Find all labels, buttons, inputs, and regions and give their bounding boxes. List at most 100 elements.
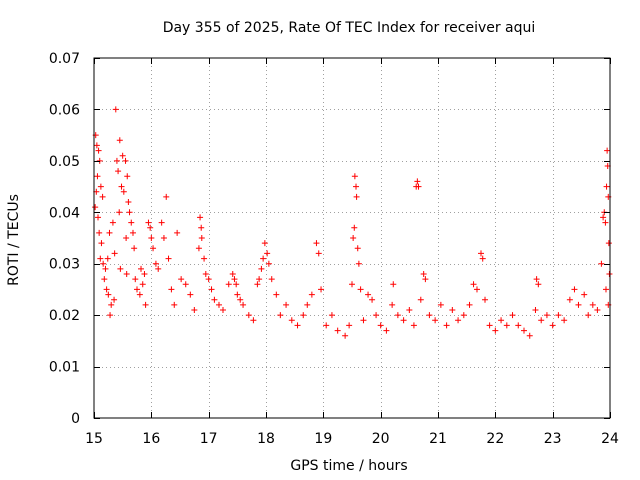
data-point-marker bbox=[268, 276, 275, 283]
x-tick-label: 19 bbox=[314, 431, 332, 447]
data-point-marker bbox=[417, 296, 424, 303]
data-point-marker bbox=[349, 281, 355, 288]
data-point-marker bbox=[205, 276, 212, 283]
y-tick-label: 0.07 bbox=[49, 51, 80, 67]
data-point-marker bbox=[102, 265, 109, 272]
data-point-marker bbox=[566, 296, 573, 303]
data-point-marker bbox=[96, 157, 103, 164]
data-point-marker bbox=[543, 312, 550, 319]
x-tick-label: 16 bbox=[142, 431, 160, 447]
data-point-marker bbox=[357, 286, 364, 293]
data-point-marker bbox=[117, 265, 124, 272]
data-point-marker bbox=[300, 312, 307, 319]
data-point-marker bbox=[123, 235, 130, 241]
data-point-marker bbox=[165, 255, 172, 262]
data-point-marker bbox=[473, 286, 480, 293]
data-point-marker bbox=[350, 235, 357, 241]
data-point-marker bbox=[225, 281, 232, 288]
data-point-marker bbox=[389, 301, 396, 308]
data-point-marker bbox=[466, 301, 473, 308]
data-point-marker bbox=[353, 183, 360, 190]
data-point-marker bbox=[116, 209, 123, 216]
data-point-marker bbox=[526, 332, 533, 339]
y-tick-label: 0.02 bbox=[49, 308, 80, 324]
data-point-marker bbox=[273, 291, 280, 298]
data-point-marker bbox=[254, 281, 261, 288]
data-point-marker bbox=[460, 312, 467, 319]
data-point-marker bbox=[400, 317, 407, 324]
data-point-marker bbox=[498, 317, 505, 324]
data-point-marker bbox=[600, 214, 607, 221]
data-point-marker bbox=[437, 301, 444, 308]
data-point-marker bbox=[455, 317, 462, 324]
data-point-marker bbox=[315, 250, 322, 257]
data-point-marker bbox=[369, 296, 376, 303]
data-point-marker bbox=[277, 312, 284, 319]
data-point-marker bbox=[258, 265, 265, 272]
data-point-marker bbox=[594, 307, 601, 313]
data-point-marker bbox=[147, 224, 154, 231]
data-point-marker bbox=[115, 168, 122, 175]
data-point-marker bbox=[373, 312, 380, 319]
data-point-marker bbox=[122, 157, 129, 164]
y-tick-label: 0.03 bbox=[49, 257, 80, 273]
data-point-marker bbox=[509, 312, 516, 319]
data-point-marker bbox=[142, 301, 149, 308]
data-point-marker bbox=[109, 219, 116, 226]
data-point-marker bbox=[377, 322, 384, 329]
data-point-marker bbox=[152, 260, 159, 267]
data-point-marker bbox=[432, 317, 439, 324]
x-tick-label: 24 bbox=[601, 431, 619, 447]
data-point-marker bbox=[182, 281, 189, 288]
data-point-marker bbox=[108, 301, 115, 308]
data-point-marker bbox=[406, 307, 413, 313]
data-point-marker bbox=[163, 193, 170, 200]
data-point-marker bbox=[96, 229, 103, 236]
data-point-marker bbox=[98, 240, 105, 247]
data-point-marker bbox=[229, 271, 236, 277]
data-point-marker bbox=[602, 219, 609, 226]
data-point-marker bbox=[443, 322, 450, 329]
data-point-marker bbox=[308, 291, 315, 298]
data-point-marker bbox=[118, 183, 125, 190]
data-point-marker bbox=[589, 301, 596, 308]
data-point-marker bbox=[415, 183, 422, 190]
x-tick-label: 20 bbox=[372, 431, 390, 447]
x-tick-label: 23 bbox=[544, 431, 562, 447]
data-point-marker bbox=[138, 265, 145, 272]
data-point-marker bbox=[351, 224, 358, 231]
data-point-marker bbox=[486, 322, 493, 329]
y-tick-label: 0.06 bbox=[49, 102, 80, 118]
data-point-marker bbox=[575, 301, 582, 308]
data-point-marker bbox=[136, 291, 143, 298]
chart-title: Day 355 of 2025, Rate Of TEC Index for r… bbox=[163, 20, 536, 36]
data-point-marker bbox=[220, 307, 226, 313]
data-point-marker bbox=[283, 301, 290, 308]
data-point-marker bbox=[150, 245, 157, 252]
data-point-marker bbox=[383, 327, 390, 334]
data-point-marker bbox=[94, 173, 101, 180]
x-tick-label: 21 bbox=[429, 431, 447, 447]
data-point-marker bbox=[106, 229, 113, 236]
data-point-marker bbox=[145, 219, 152, 226]
data-point-marker bbox=[104, 255, 111, 262]
data-point-marker bbox=[256, 276, 263, 283]
data-point-marker bbox=[123, 271, 130, 277]
data-point-marker bbox=[93, 142, 100, 149]
x-axis-label: GPS time / hours bbox=[290, 458, 407, 474]
data-point-marker bbox=[148, 235, 155, 241]
data-point-marker bbox=[99, 193, 106, 200]
data-point-marker bbox=[187, 291, 194, 298]
data-point-marker bbox=[334, 327, 341, 334]
data-point-marker bbox=[233, 281, 240, 288]
data-point-marker bbox=[155, 265, 162, 272]
data-point-marker bbox=[240, 301, 247, 308]
data-point-marker bbox=[139, 281, 146, 288]
data-point-marker bbox=[328, 312, 335, 319]
data-point-marker bbox=[265, 260, 272, 267]
data-point-marker bbox=[120, 188, 127, 195]
data-point-marker bbox=[571, 286, 578, 293]
data-point-marker bbox=[111, 296, 118, 303]
data-point-marker bbox=[521, 327, 527, 334]
